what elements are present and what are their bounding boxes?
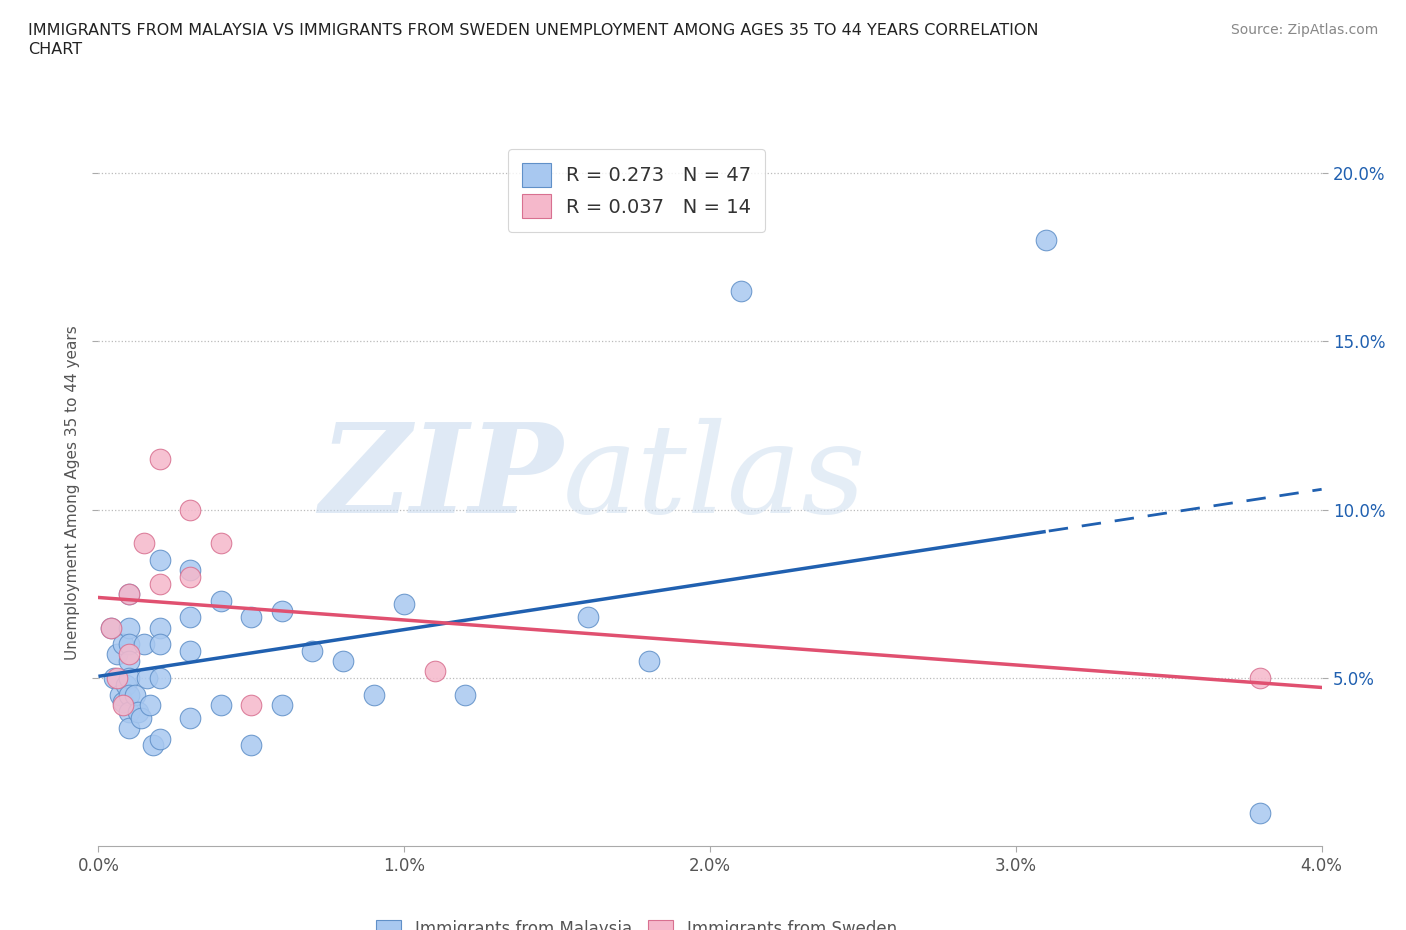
Point [637,654,661,669]
Point [111,694,134,709]
Point [118,654,141,669]
Point [270,604,294,618]
Text: atlas: atlas [564,418,866,539]
Point [105,647,128,662]
Point [118,587,141,602]
Point [209,536,232,551]
Point [423,664,446,679]
Point [118,687,141,702]
Point [179,569,201,584]
Point [1249,805,1271,820]
Point [179,711,201,725]
Text: ZIP: ZIP [319,418,564,539]
Y-axis label: Unemployment Among Ages 35 to 44 years: Unemployment Among Ages 35 to 44 years [65,326,80,660]
Point [454,687,477,702]
Point [576,610,599,625]
Point [179,563,201,578]
Point [134,637,156,652]
Point [1249,671,1271,685]
Point [115,677,138,692]
Point [124,687,146,702]
Point [118,671,141,685]
Point [149,620,172,635]
Point [103,671,125,685]
Point [118,647,141,662]
Point [129,711,152,725]
Point [118,721,141,736]
Point [392,596,416,611]
Point [209,593,232,608]
Point [118,704,141,719]
Legend: Immigrants from Malaysia, Immigrants from Sweden: Immigrants from Malaysia, Immigrants fro… [368,911,905,930]
Point [105,671,128,685]
Text: CHART: CHART [28,42,82,57]
Text: Source: ZipAtlas.com: Source: ZipAtlas.com [1230,23,1378,37]
Point [149,552,172,567]
Point [149,731,172,746]
Point [301,644,323,658]
Point [100,620,122,635]
Point [111,698,134,712]
Point [118,620,141,635]
Point [240,698,263,712]
Point [209,698,232,712]
Point [270,698,294,712]
Point [240,737,263,752]
Point [149,452,172,467]
Point [1035,233,1057,248]
Point [100,620,122,635]
Point [127,704,149,719]
Point [730,284,752,299]
Point [139,698,162,712]
Point [179,644,201,658]
Point [149,577,172,591]
Point [136,671,159,685]
Text: IMMIGRANTS FROM MALAYSIA VS IMMIGRANTS FROM SWEDEN UNEMPLOYMENT AMONG AGES 35 TO: IMMIGRANTS FROM MALAYSIA VS IMMIGRANTS F… [28,23,1039,38]
Point [240,610,263,625]
Point [332,654,354,669]
Point [149,671,172,685]
Point [149,637,172,652]
Point [111,637,134,652]
Point [118,587,141,602]
Point [118,637,141,652]
Point [179,502,201,517]
Point [142,737,165,752]
Point [363,687,385,702]
Point [179,610,201,625]
Point [108,687,131,702]
Point [134,536,156,551]
